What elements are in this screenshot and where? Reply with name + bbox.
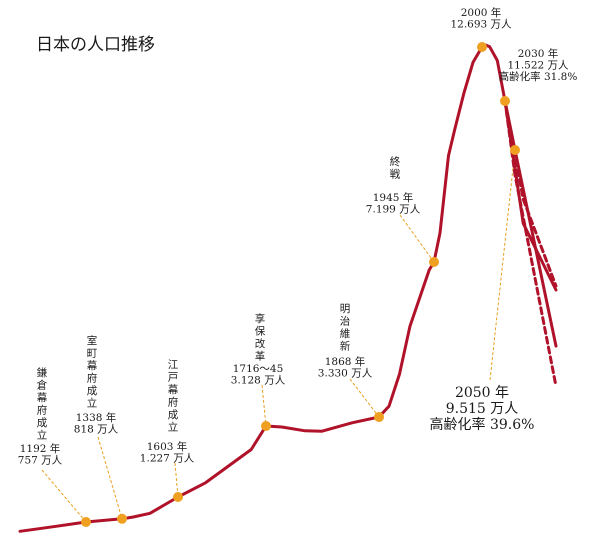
event-label-1338: 立: [87, 397, 98, 410]
event-label-1868: 治: [340, 315, 351, 328]
data-points: [81, 42, 520, 527]
leader-1945: [399, 214, 435, 263]
annotation-text-1192: 1192 年: [20, 442, 61, 455]
series-lines: [18, 43, 558, 533]
event-label-1945: 戦: [390, 168, 401, 181]
point-2000: [477, 42, 487, 52]
event-label-1945: 終: [390, 155, 401, 168]
annotation-text-2030: 高齢化率 31.8%: [499, 70, 578, 83]
event-label-1192: 鎌: [37, 366, 48, 379]
annotation-text-1338: 1338 年: [76, 411, 117, 424]
point-1716: [261, 421, 271, 431]
annotation-text-1868: 1868 年: [325, 355, 366, 368]
event-label-1603: 幕: [168, 383, 179, 396]
event-label-1338: 府: [87, 372, 98, 385]
event-label-1192: 成: [37, 417, 48, 429]
annotation-text-2050: 高齢化率 39.6%: [430, 416, 535, 433]
event-label-1338: 室: [87, 334, 98, 347]
annotation-text-1868: 3.330 万人: [318, 368, 373, 380]
point-1338: [117, 513, 127, 524]
leader-2050: [489, 149, 516, 381]
event-label-1868: 新: [340, 340, 351, 353]
event-label-1716: 享: [255, 312, 266, 325]
event-label-1338: 成: [87, 385, 98, 397]
event-label-1192: 立: [37, 429, 48, 442]
annotation-text-2030: 11.522 万人: [507, 60, 569, 72]
event-label-1338: 幕: [87, 359, 98, 372]
annotation-text-1716: 3.128 万人: [231, 375, 286, 387]
event-label-1868: 明: [340, 303, 351, 315]
event-label-1868: 維: [340, 327, 351, 340]
point-1603: [173, 492, 183, 502]
event-label-1603: 府: [168, 396, 179, 409]
series-line-projection-mid: [503, 99, 558, 348]
annotation-text-1716: 1716～45: [233, 363, 284, 375]
annotation-text-1603: 1603 年: [147, 440, 188, 453]
point-1868: [374, 412, 384, 422]
series-line-historical: [18, 43, 507, 533]
event-label-1716: 革: [255, 350, 266, 363]
annotation-text-1945: 1945 年: [373, 191, 414, 204]
event-label-1603: 成: [168, 409, 179, 421]
annotation-text-1338: 818 万人: [74, 424, 119, 436]
event-label-1603: 戸: [168, 372, 179, 384]
annotation-text-2050: 2050 年: [455, 385, 509, 401]
series-line-projection-high2: [503, 99, 558, 288]
annotation-text-2000: 12.693 万人: [450, 19, 512, 31]
event-label-1338: 町: [87, 348, 98, 360]
point-2030: [500, 96, 510, 106]
leader-1338: [97, 436, 123, 519]
annotation-text-2000: 2000 年: [461, 6, 502, 19]
annotation-text-1192: 757 万人: [18, 455, 63, 467]
leader-lines: [41, 149, 516, 523]
annotation-text-2050: 9.515 万人: [446, 401, 519, 417]
event-label-1603: 江: [168, 359, 179, 371]
annotation-text-1603: 1.227 万人: [140, 453, 195, 465]
event-label-1603: 立: [168, 421, 179, 434]
event-label-1192: 倉: [37, 379, 48, 392]
leader-1192: [41, 469, 87, 523]
event-label-1192: 幕: [37, 391, 48, 404]
point-1192: [81, 517, 91, 527]
event-label-1192: 府: [37, 404, 48, 417]
event-label-1716: 保: [255, 325, 266, 338]
point-2050: [510, 145, 520, 155]
leader-1716: [261, 384, 267, 427]
annotation-text-1945: 7.199 万人: [366, 204, 421, 216]
event-label-1716: 改: [255, 337, 266, 350]
leader-1603: [174, 462, 179, 498]
point-1945: [429, 257, 439, 267]
annotation-text-2030: 2030 年: [518, 47, 559, 60]
chart-title: 日本の人口推移: [36, 35, 155, 55]
leader-1868: [349, 378, 380, 418]
